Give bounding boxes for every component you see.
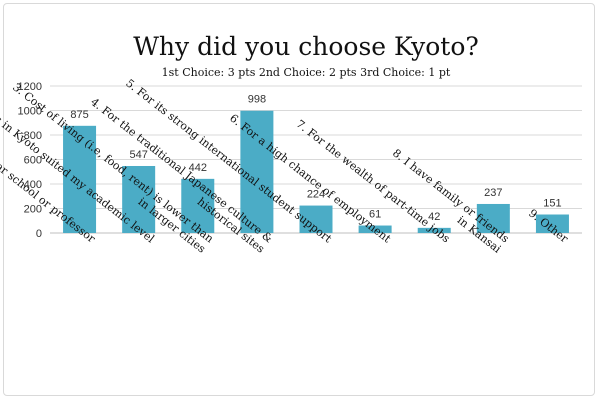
y-axis-ticks: 0 200 400 600 800 1000 1200 — [18, 81, 42, 240]
data-label: 998 — [248, 94, 266, 106]
data-labels: 875 547 442 998 224 61 42 237 151 — [70, 94, 561, 223]
bar — [299, 205, 333, 233]
data-label: 61 — [369, 209, 381, 221]
data-label: 442 — [189, 162, 207, 174]
bar — [535, 214, 569, 233]
bar — [122, 165, 156, 233]
data-label: 151 — [543, 198, 561, 210]
data-label: 224 — [307, 189, 325, 201]
data-label: 42 — [428, 211, 440, 223]
y-tick-label: 1000 — [18, 106, 42, 118]
y-tick-label: 800 — [24, 130, 42, 142]
chart-title: Why did you choose Kyoto? — [133, 32, 479, 61]
bar — [476, 203, 510, 233]
y-tick-label: 0 — [36, 228, 42, 240]
chart-subtitle: 1st Choice: 3 pts 2nd Choice: 2 pts 3rd … — [162, 66, 451, 79]
data-label: 547 — [129, 149, 147, 161]
y-tick-label: 600 — [24, 155, 42, 167]
y-tick-label: 200 — [24, 204, 42, 216]
chart-frame — [3, 3, 595, 396]
data-label: 875 — [70, 109, 88, 121]
bar — [417, 227, 451, 233]
bar — [63, 125, 97, 233]
y-tick-label: 1200 — [18, 81, 42, 93]
data-label: 237 — [484, 187, 502, 199]
bar — [240, 110, 274, 233]
y-tick-label: 400 — [24, 179, 42, 191]
bars — [63, 110, 569, 233]
bar — [358, 225, 392, 233]
bar — [181, 178, 215, 233]
